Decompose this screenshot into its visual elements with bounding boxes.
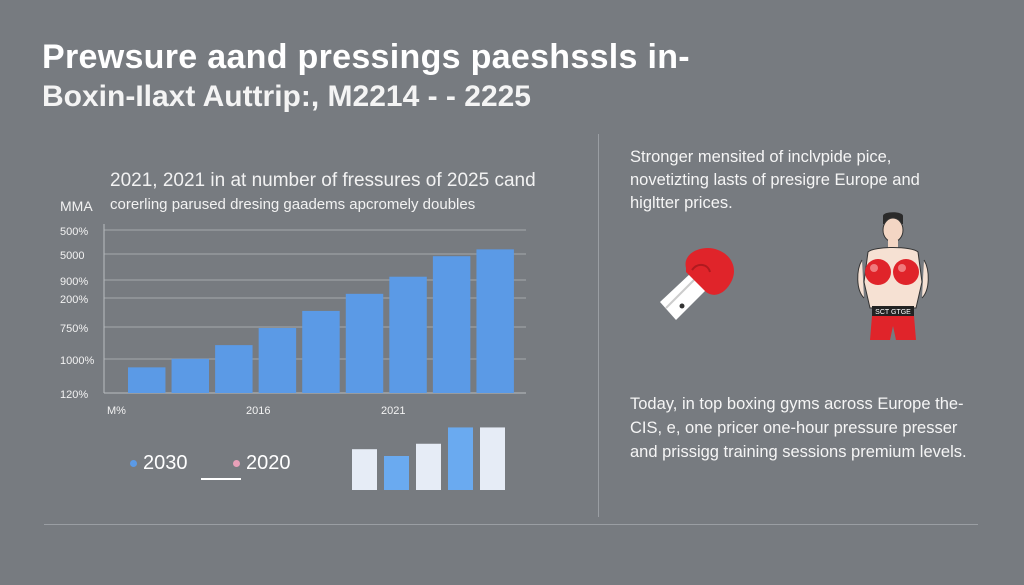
legend-item-2020: 2020 (233, 452, 291, 475)
bar (389, 276, 427, 393)
right-text-top: Stronger mensited of inclvpide pice, nov… (630, 148, 920, 212)
legend-item-2030: 2030 (130, 452, 188, 475)
y-tick-label: 120% (60, 389, 88, 401)
legend-dot-2030 (130, 460, 137, 468)
x-tick-label: 2016 (246, 405, 270, 417)
legend-label-2020: 2020 (246, 452, 291, 474)
svg-text:SCT GTGE: SCT GTGE (875, 309, 911, 316)
bar (258, 328, 297, 393)
x-tick-label: M% (107, 405, 126, 417)
legend-dot-2020 (233, 460, 240, 468)
page-title: Prewsure aand pressings paeshssls in- (42, 38, 690, 76)
bar (128, 367, 166, 393)
horizontal-divider (44, 524, 978, 525)
right-text-bottom: Today, in top boxing gyms across Europe … (630, 395, 967, 461)
boxing-glove-icon (660, 248, 734, 320)
bar (476, 249, 514, 393)
y-tick-label: 750% (60, 323, 88, 335)
bar (302, 310, 340, 393)
bar (215, 345, 253, 393)
chart-subtitle: corerling parused dresing gaadems apcrom… (110, 196, 476, 213)
bar (345, 293, 384, 393)
chart-title: 2021, 2021 in at number of fressures of … (110, 170, 536, 191)
y-tick-label: 500% (60, 226, 88, 238)
chart-side-label: MMA (60, 198, 93, 214)
bar (432, 256, 471, 393)
mini-bar (352, 449, 377, 490)
mini-bar (448, 427, 473, 490)
legend-divider (201, 478, 241, 480)
y-tick-label: 1000% (60, 355, 94, 367)
y-tick-label: 5000 (60, 250, 84, 262)
page-subtitle: Boxin-Ilaxt Auttrip:, M2214 - - 2225 (42, 80, 531, 113)
legend-label-2030: 2030 (143, 452, 188, 474)
mini-bar (384, 456, 409, 490)
bar (171, 358, 210, 393)
vertical-divider (598, 134, 599, 517)
y-tick-label: 200% (60, 294, 88, 306)
mini-bar (480, 427, 505, 490)
boxer-icon: SCT GTGE (857, 212, 929, 340)
x-tick-label: 2021 (381, 405, 405, 417)
mini-bar (416, 443, 441, 490)
bar-chart: 500% 5000 900% 200% 750% 1000% 120% M% 2016 2021 (60, 224, 526, 490)
y-tick-label: 900% (60, 276, 88, 288)
